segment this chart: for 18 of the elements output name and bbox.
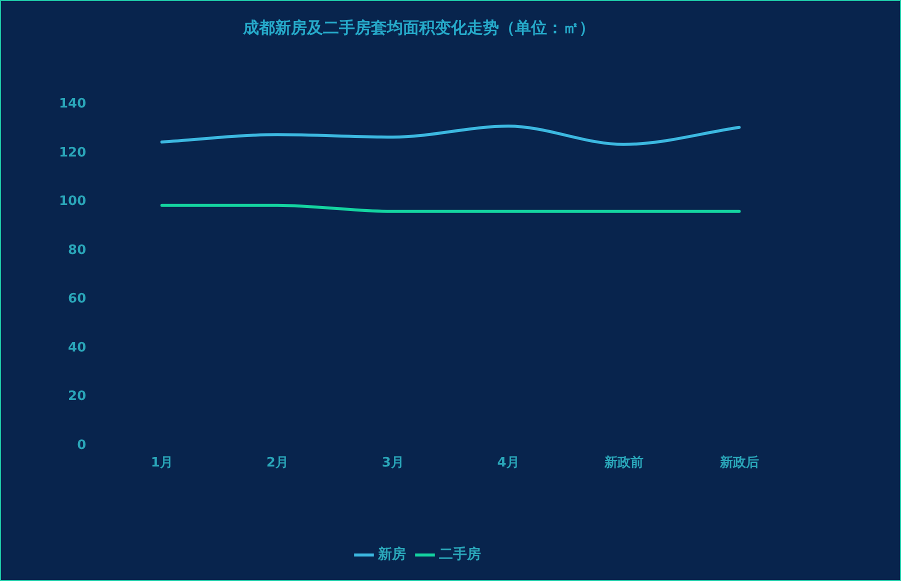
legend-label: 二手房 xyxy=(439,546,481,563)
x-tick-label: 3月 xyxy=(382,456,404,471)
y-tick-label: 140 xyxy=(58,96,86,112)
x-tick-label: 1月 xyxy=(150,456,173,471)
legend-label: 新房 xyxy=(377,546,406,563)
y-tick-label: 20 xyxy=(68,389,86,404)
y-tick-label: 120 xyxy=(58,145,86,160)
x-tick-label: 2月 xyxy=(266,456,288,471)
x-tick-label: 4月 xyxy=(497,456,520,471)
x-tick-label: 新政前 xyxy=(603,454,644,471)
x-tick-label: 新政后 xyxy=(718,454,759,471)
y-tick-label: 40 xyxy=(68,340,86,356)
line-series xyxy=(160,124,741,146)
y-tick-label: 60 xyxy=(68,292,86,307)
chart-title: 成都新房及二手房套均面积变化走势（单位：㎡） xyxy=(242,18,595,37)
y-tick-label: 100 xyxy=(58,194,86,210)
y-tick-label: 0 xyxy=(77,438,86,453)
y-tick-label: 80 xyxy=(68,242,86,258)
